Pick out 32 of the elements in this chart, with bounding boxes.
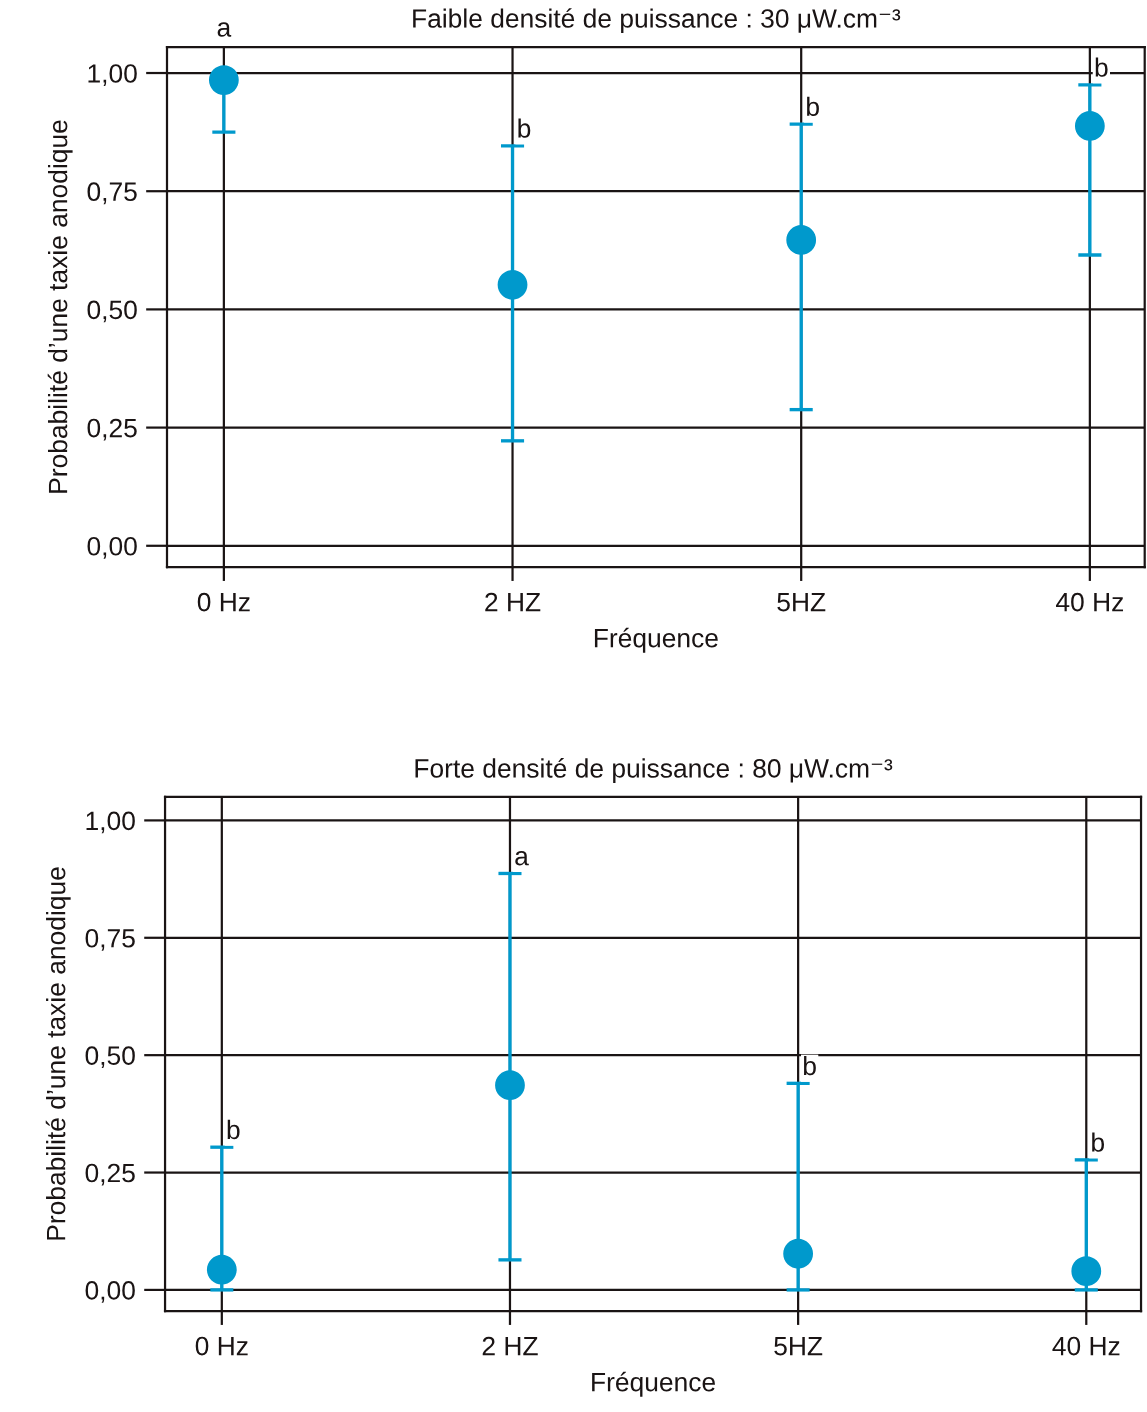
annotation: b [807, 96, 819, 117]
y-tick-label: 0,00 [85, 1281, 135, 1303]
x-tick-label: 40 Hz [1056, 592, 1124, 612]
y-tick-label: 0,50 [85, 1046, 135, 1069]
y-tick-label: 0,00 [87, 536, 137, 559]
x-tick-label: 2 HZ [482, 1336, 538, 1356]
x-axis-title: Fréquence [592, 1371, 715, 1397]
annotation: b [1095, 57, 1108, 77]
x-tick-label: 5HZ [774, 1337, 823, 1356]
y-tick-label: 0,75 [87, 182, 137, 205]
x-tick-label: 5HZ [777, 593, 826, 612]
annotation: b [804, 1055, 816, 1076]
annotation: a [515, 851, 529, 866]
annotation: b [227, 1119, 240, 1140]
y-tick-label: 1,00 [86, 811, 135, 834]
y-tick-label: 1,00 [88, 64, 137, 86]
chart-title: Forte densité de puissance : 80 μW.cm⁻³ [415, 758, 893, 783]
x-tick-label: 40 Hz [1052, 1336, 1120, 1356]
y-axis-title: Probabilité d’une taxie anodique [45, 867, 71, 1240]
annotation: b [518, 118, 531, 138]
y-tick-label: 0,25 [85, 1163, 135, 1186]
chart-title: Faible densité de puissance : 30 μW.cm⁻³ [413, 8, 901, 34]
x-tick-label: 2 HZ [485, 592, 541, 612]
annotation: b [1092, 1132, 1105, 1152]
y-tick-label: 0,75 [85, 928, 135, 951]
x-tick-label: 0 Hz [197, 592, 250, 612]
y-tick-label: 0,25 [87, 418, 137, 441]
x-axis-title: Fréquence [594, 627, 718, 653]
y-tick-label: 0,50 [87, 300, 137, 323]
x-tick-label: 0 Hz [195, 1336, 248, 1356]
annotation: a [217, 22, 232, 37]
y-axis-title: Probabilité d’une taxie anodique [47, 120, 73, 493]
